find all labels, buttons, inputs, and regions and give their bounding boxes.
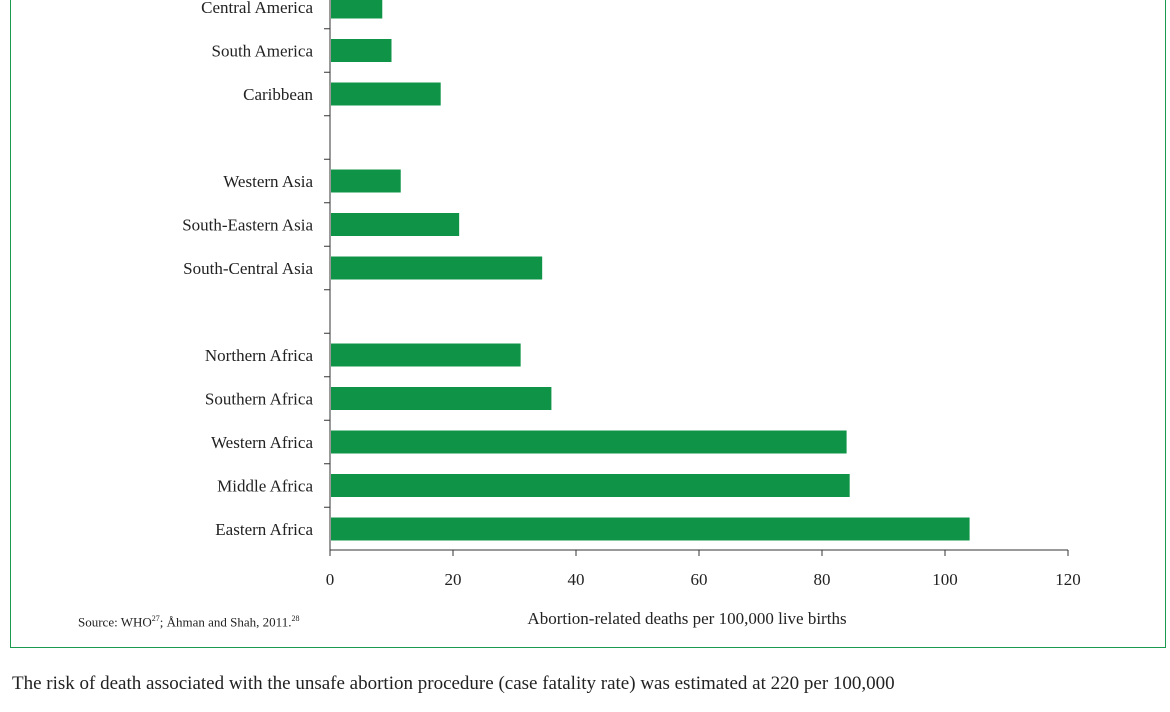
category-label-middle-africa: Middle Africa (217, 477, 313, 496)
x-tick-label: 60 (691, 570, 708, 589)
category-label-central-america: Central America (201, 0, 313, 17)
bar-central-america (331, 0, 383, 19)
category-label-caribbean: Caribbean (243, 85, 313, 104)
category-label-south-america: South America (211, 42, 313, 61)
bar-south-eastern-asia (331, 213, 460, 236)
bar-south-central-asia (331, 256, 543, 280)
x-tick-label: 80 (814, 570, 831, 589)
x-axis-title: Abortion-related deaths per 100,000 live… (527, 609, 846, 628)
x-tick-label: 0 (326, 570, 335, 589)
bar-western-africa (331, 430, 847, 454)
source-note: Source: WHO27; Åhman and Shah, 2011.28 (78, 614, 299, 630)
bar-chart: Central America South America Caribbean Wes… (182, 0, 1081, 628)
bar-eastern-africa (331, 517, 970, 541)
bar-middle-africa (331, 474, 850, 497)
source-ref-who: 27 (151, 614, 160, 623)
category-label-eastern-africa: Eastern Africa (215, 520, 313, 539)
category-label-south-central-asia: South-Central Asia (183, 259, 313, 278)
source-middle: ; Åhman and Shah, 2011. (159, 614, 292, 630)
x-tick-label: 120 (1055, 570, 1081, 589)
body-paragraph: The risk of death associated with the un… (12, 673, 895, 694)
category-label-southern-africa: Southern Africa (205, 390, 314, 409)
x-tick-label: 40 (568, 570, 585, 589)
bar-southern-africa (331, 387, 552, 410)
category-label-western-asia: Western Asia (223, 172, 313, 191)
x-tick-label: 100 (932, 570, 958, 589)
bar-south-america (331, 39, 392, 62)
bar-western-asia (331, 169, 401, 193)
category-label-south-eastern-asia: South-Eastern Asia (182, 216, 313, 235)
source-prefix: Source: WHO (78, 614, 152, 630)
category-label-northern-africa: Northern Africa (205, 346, 314, 365)
source-ref-ahman: 28 (291, 614, 300, 623)
x-tick-label: 20 (445, 570, 462, 589)
figure-frame (10, 0, 1166, 648)
bar-northern-africa (331, 343, 521, 367)
category-label-western-africa: Western Africa (211, 433, 313, 452)
bar-caribbean (331, 82, 441, 106)
